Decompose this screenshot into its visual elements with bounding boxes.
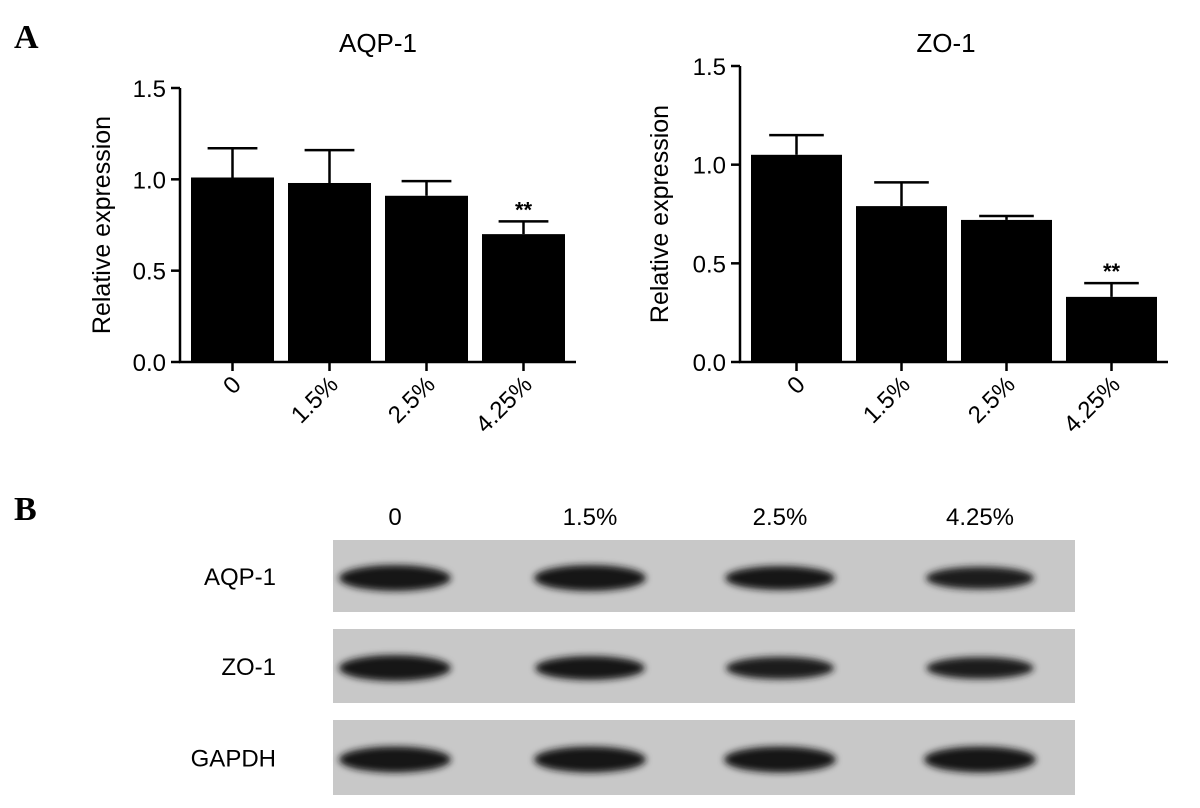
blot-band: [926, 657, 1034, 679]
blot-band: [924, 746, 1036, 773]
x-tick-label: 2.5%: [963, 371, 1021, 429]
blot-band: [534, 746, 646, 773]
x-tick-label: 1.5%: [286, 371, 344, 429]
blot-row-label: GAPDH: [191, 746, 276, 773]
lane-label: 0: [388, 504, 401, 531]
y-axis-label: Relative expression: [646, 105, 674, 323]
bar: [856, 206, 947, 362]
blot-row-label: ZO-1: [221, 654, 276, 681]
chart-title: ZO-1: [916, 28, 975, 58]
blot-band: [726, 656, 834, 680]
x-tick-label: 4.25%: [1059, 371, 1126, 438]
y-tick-label: 0.5: [693, 251, 726, 278]
blot-band: [339, 655, 451, 681]
significance-marker: **: [1103, 259, 1121, 284]
y-tick-label: 1.5: [133, 76, 166, 103]
blot-band: [725, 566, 835, 590]
y-axis-label: Relative expression: [88, 116, 116, 334]
y-tick-label: 0.0: [693, 350, 726, 377]
panel-letter-b: B: [14, 491, 37, 528]
y-tick-label: 1.0: [133, 167, 166, 194]
lane-label: 2.5%: [753, 504, 808, 531]
y-tick-label: 1.5: [693, 54, 726, 81]
chart-aqp1: AQP-1 Relative expression 0.0 0.5 1.0 1.5 0 1.5…: [88, 28, 576, 438]
x-tick-label: 1.5%: [858, 371, 916, 429]
blot-band: [926, 566, 1034, 590]
lane-label: 1.5%: [563, 504, 618, 531]
blot-band: [534, 565, 646, 591]
blot-band: [339, 565, 451, 591]
bar: [288, 182, 371, 362]
x-tick-label: 2.5%: [383, 371, 441, 429]
bar: [385, 195, 468, 362]
bar: [482, 234, 565, 362]
western-blot: 0 1.5% 2.5% 4.25% AQP-1 ZO-1 GAPDH: [191, 504, 1075, 795]
y-tick-label: 0.0: [133, 350, 166, 377]
chart-zo1: ZO-1 Relative expression 0.0 0.5 1.0 1.5 0 1.5%…: [646, 28, 1168, 438]
panel-letter-a: A: [14, 19, 39, 56]
blot-band: [535, 656, 645, 680]
blot-band: [339, 746, 451, 773]
blot-band: [724, 746, 836, 773]
significance-marker: **: [515, 197, 533, 222]
bar: [1066, 296, 1157, 362]
blot-row-label: AQP-1: [204, 564, 276, 591]
bar: [191, 177, 274, 362]
x-tick-label: 0: [782, 371, 811, 400]
bar: [961, 219, 1052, 362]
y-tick-label: 1.0: [693, 153, 726, 180]
bar: [751, 154, 842, 362]
x-tick-label: 0: [218, 371, 247, 400]
y-tick-label: 0.5: [133, 259, 166, 286]
chart-title: AQP-1: [339, 28, 417, 58]
x-tick-label: 4.25%: [471, 371, 538, 438]
lane-label: 4.25%: [946, 504, 1014, 531]
